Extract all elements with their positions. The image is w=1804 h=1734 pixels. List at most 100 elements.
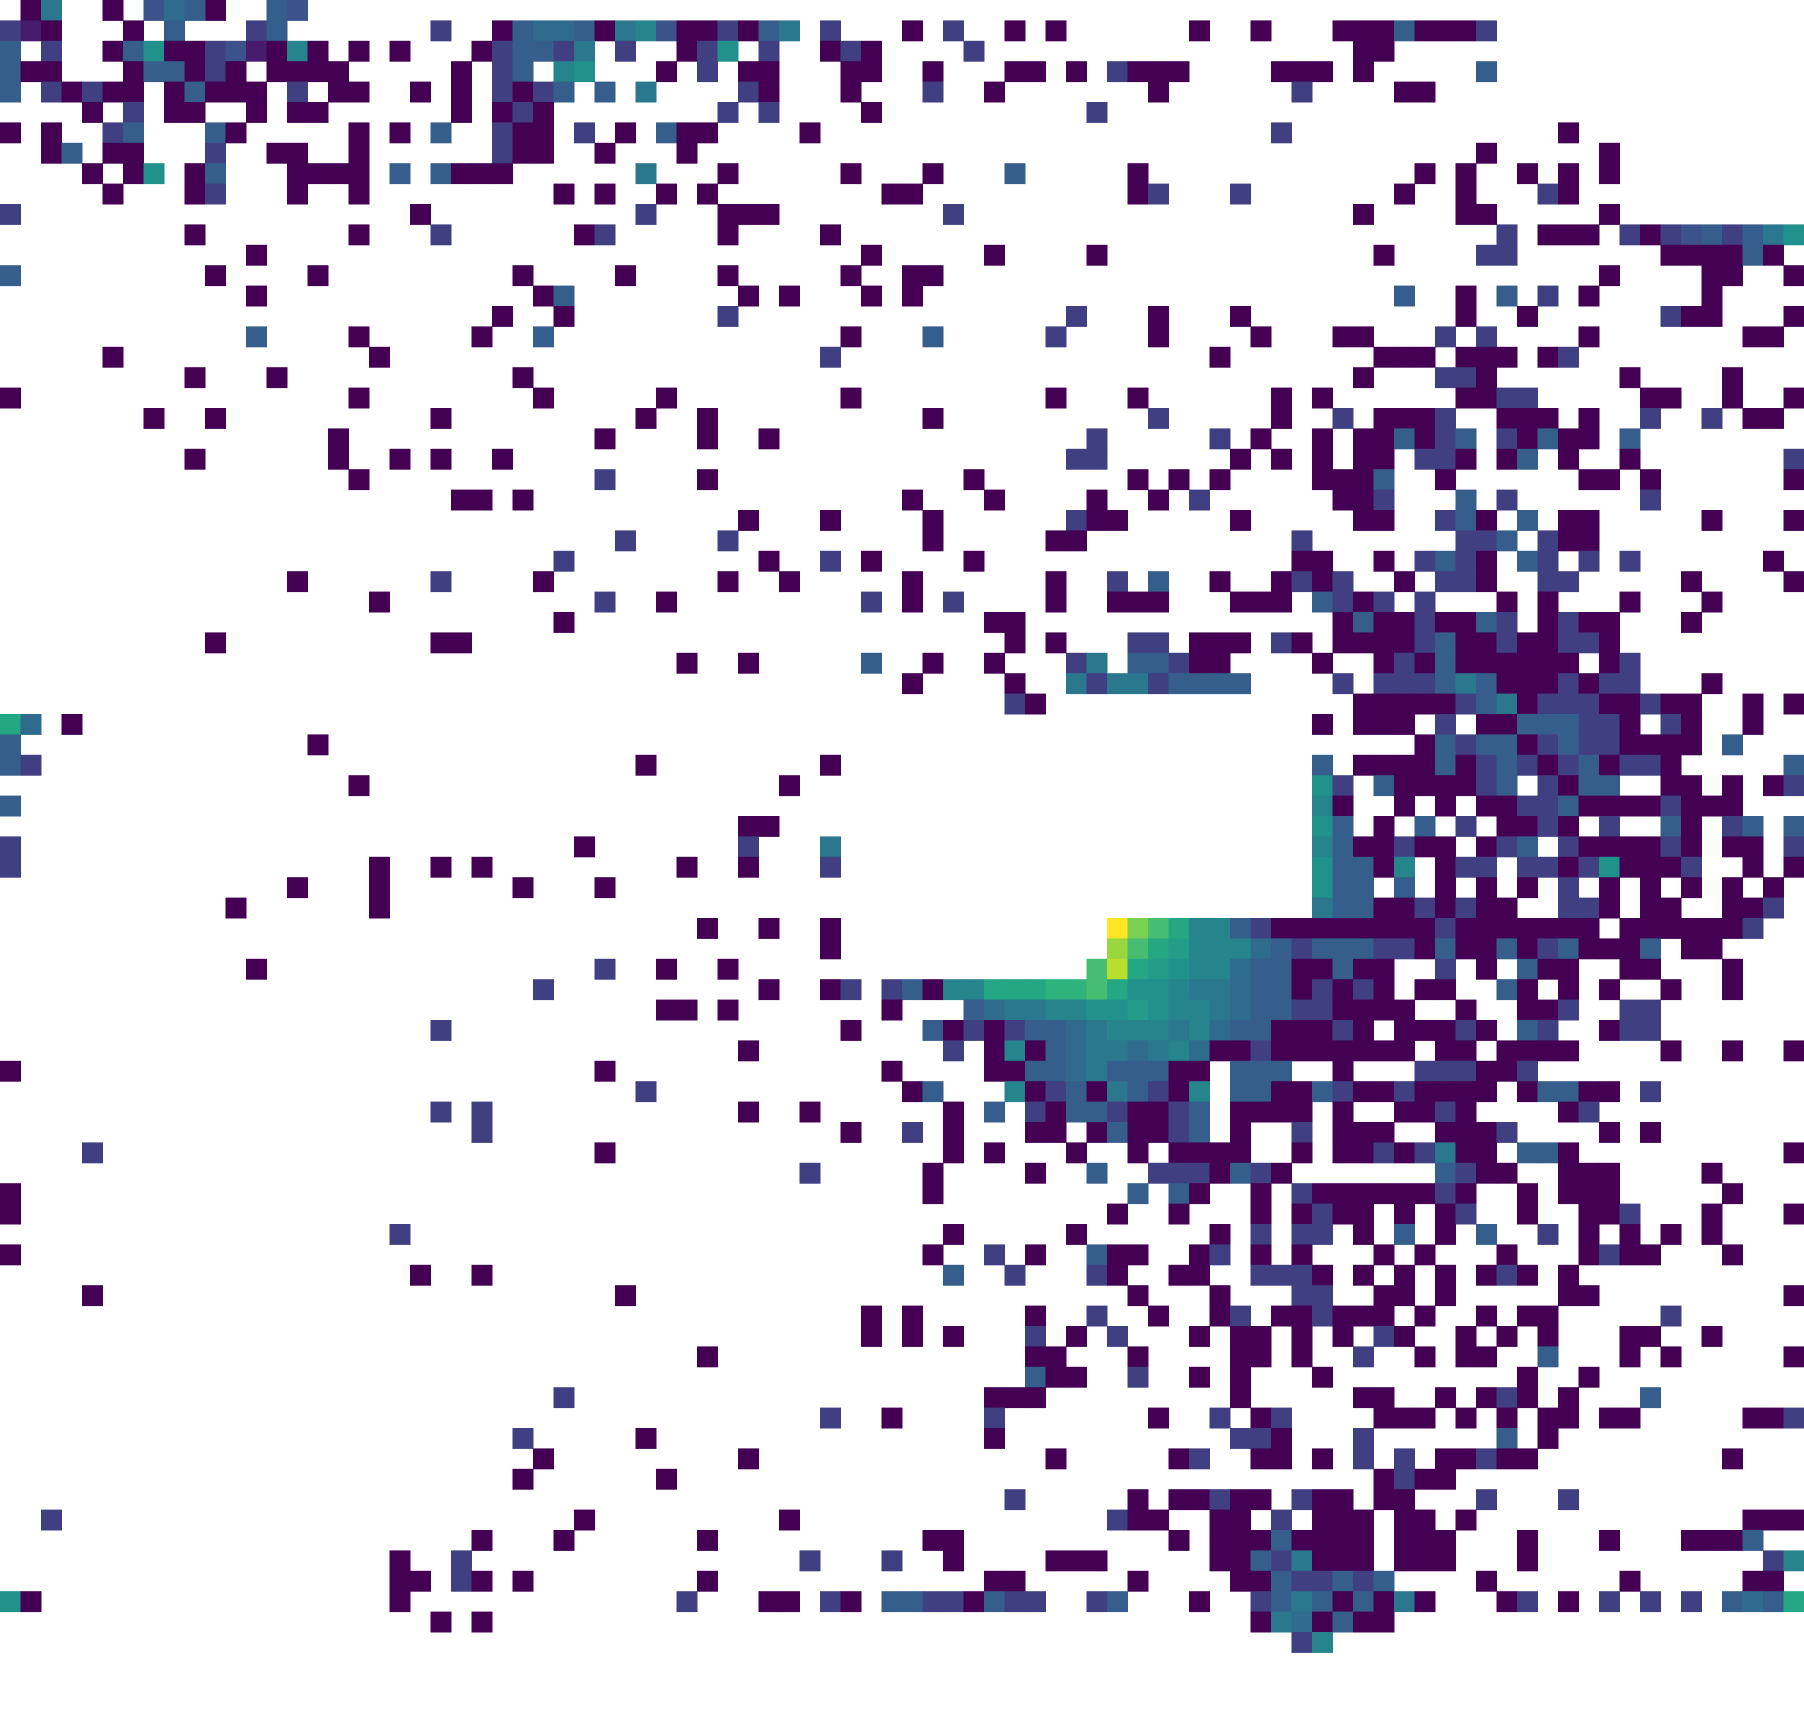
heatmap-cell [1353, 469, 1374, 491]
heatmap-cell [1558, 183, 1579, 205]
heatmap-cell [1332, 1183, 1354, 1205]
heatmap-cell [1517, 1366, 1538, 1388]
heatmap-cell [1414, 1060, 1436, 1082]
heatmap-cell [1537, 918, 1559, 939]
heatmap-cell [1414, 612, 1436, 633]
heatmap-cell [205, 81, 226, 103]
heatmap-cell [1312, 1530, 1333, 1551]
heatmap-cell [1107, 1101, 1128, 1123]
heatmap-cell [1394, 1285, 1415, 1307]
heatmap-cell [1230, 1020, 1251, 1041]
heatmap-cell [1517, 816, 1538, 837]
heatmap-cell [1783, 224, 1804, 246]
heatmap-cell [1250, 1162, 1272, 1184]
heatmap-cell [1127, 1570, 1149, 1592]
heatmap-cell [1660, 387, 1682, 409]
heatmap-cell [1394, 897, 1415, 919]
heatmap-cell [902, 265, 923, 287]
heatmap-cell [758, 204, 780, 225]
heatmap-cell [1291, 1632, 1313, 1653]
heatmap-cell [1209, 1305, 1231, 1327]
heatmap-cell [1086, 489, 1108, 511]
heatmap-cell [61, 142, 83, 164]
heatmap-cell [1435, 1142, 1456, 1164]
heatmap-cell [1701, 591, 1723, 613]
heatmap-cell [1435, 1530, 1456, 1551]
heatmap-cell [1763, 408, 1784, 429]
heatmap-cell [1496, 918, 1518, 939]
heatmap-cell [1537, 571, 1559, 593]
heatmap-cell [1148, 1509, 1169, 1531]
heatmap-cell [1066, 530, 1087, 552]
heatmap-cell [1558, 999, 1579, 1021]
heatmap-cell [1558, 1162, 1579, 1184]
heatmap-cell [1312, 1224, 1333, 1245]
heatmap-cell [1742, 856, 1764, 878]
heatmap-cell [902, 285, 923, 307]
heatmap-cell [1435, 673, 1456, 695]
heatmap-cell [1640, 469, 1661, 491]
heatmap-cell [1455, 1142, 1477, 1164]
heatmap-cell [1578, 918, 1600, 939]
heatmap-cell [205, 183, 226, 205]
heatmap-cell [1578, 714, 1600, 735]
heatmap-cell [1250, 1428, 1272, 1449]
heatmap-cell [1250, 1448, 1272, 1470]
heatmap-cell [1271, 979, 1292, 1001]
heatmap-cell [1127, 163, 1149, 185]
heatmap-cell [1004, 673, 1026, 695]
heatmap-cell [1783, 1346, 1804, 1368]
heatmap-cell [1783, 754, 1804, 776]
heatmap-cell [861, 61, 882, 83]
heatmap-cell [1435, 714, 1456, 735]
heatmap-cell [1578, 938, 1600, 960]
heatmap-cell [1332, 1326, 1354, 1347]
heatmap-cell [1332, 836, 1354, 858]
heatmap-cell [1127, 918, 1149, 939]
heatmap-cell [1291, 938, 1313, 960]
heatmap-cell [1414, 1591, 1436, 1613]
heatmap-cell [1189, 979, 1210, 1001]
heatmap-cell [1435, 1468, 1456, 1490]
heatmap-cell [553, 550, 575, 572]
heatmap-cell [471, 1122, 493, 1143]
heatmap-cell [1291, 1305, 1313, 1327]
heatmap-cell [1148, 61, 1169, 83]
heatmap-cell [1496, 1591, 1518, 1613]
heatmap-cell [1066, 1366, 1087, 1388]
heatmap-cell [348, 163, 370, 185]
heatmap-cell [1414, 816, 1436, 837]
heatmap-cell [1476, 1142, 1497, 1164]
heatmap-cell [1496, 530, 1518, 552]
heatmap-cell [1599, 673, 1620, 695]
heatmap-cell [1619, 958, 1641, 980]
heatmap-cell [1435, 448, 1456, 470]
heatmap-cell [1271, 1570, 1292, 1592]
heatmap-cell [1455, 1040, 1477, 1062]
heatmap-cell [348, 183, 370, 205]
heatmap-cell [861, 652, 882, 674]
heatmap-cell [984, 1591, 1005, 1613]
heatmap-cell [1353, 510, 1374, 531]
heatmap-cell [574, 224, 595, 246]
heatmap-cell [1209, 428, 1231, 450]
heatmap-cell [123, 102, 144, 123]
heatmap-cell [1455, 1407, 1477, 1429]
heatmap-cell [102, 40, 124, 62]
heatmap-cell [1742, 1591, 1764, 1613]
heatmap-cell [143, 61, 165, 83]
heatmap-cell [1722, 958, 1743, 980]
heatmap-cell [205, 40, 226, 62]
heatmap-cell [1558, 877, 1579, 899]
heatmap-cell [1414, 1346, 1436, 1368]
heatmap-cell [758, 428, 780, 450]
heatmap-cell [984, 1101, 1005, 1123]
heatmap-cell [943, 20, 964, 42]
heatmap-cell [1599, 897, 1620, 919]
heatmap-cell [1783, 469, 1804, 491]
heatmap-cell [1353, 489, 1374, 511]
heatmap-cell [1578, 1224, 1600, 1245]
heatmap-cell [1373, 836, 1395, 858]
heatmap-cell [1578, 856, 1600, 878]
heatmap-cell [553, 20, 575, 42]
